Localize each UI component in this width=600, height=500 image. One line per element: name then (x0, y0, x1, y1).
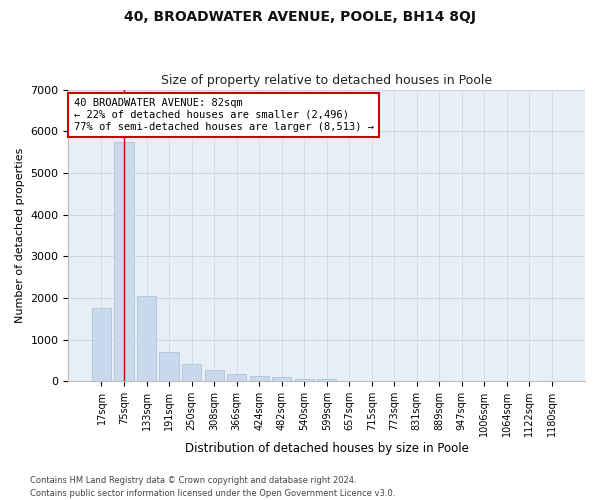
Bar (182, 364, 201, 381)
Y-axis label: Number of detached properties: Number of detached properties (15, 148, 25, 323)
Bar (137, 296, 156, 381)
Text: Contains HM Land Registry data © Crown copyright and database right 2024.
Contai: Contains HM Land Registry data © Crown c… (30, 476, 395, 498)
Text: 40 BROADWATER AVENUE: 82sqm
← 22% of detached houses are smaller (2,496)
77% of : 40 BROADWATER AVENUE: 82sqm ← 22% of det… (74, 98, 374, 132)
Bar (205, 370, 224, 381)
X-axis label: Distribution of detached houses by size in Poole: Distribution of detached houses by size … (185, 442, 469, 455)
Bar (92, 308, 111, 381)
Text: 40, BROADWATER AVENUE, POOLE, BH14 8QJ: 40, BROADWATER AVENUE, POOLE, BH14 8QJ (124, 10, 476, 24)
Bar (250, 376, 269, 381)
Bar (160, 352, 179, 381)
Bar (227, 374, 246, 381)
Title: Size of property relative to detached houses in Poole: Size of property relative to detached ho… (161, 74, 492, 87)
Bar (115, 142, 134, 381)
Bar (317, 379, 336, 381)
Bar (295, 378, 314, 381)
Bar (272, 378, 291, 381)
